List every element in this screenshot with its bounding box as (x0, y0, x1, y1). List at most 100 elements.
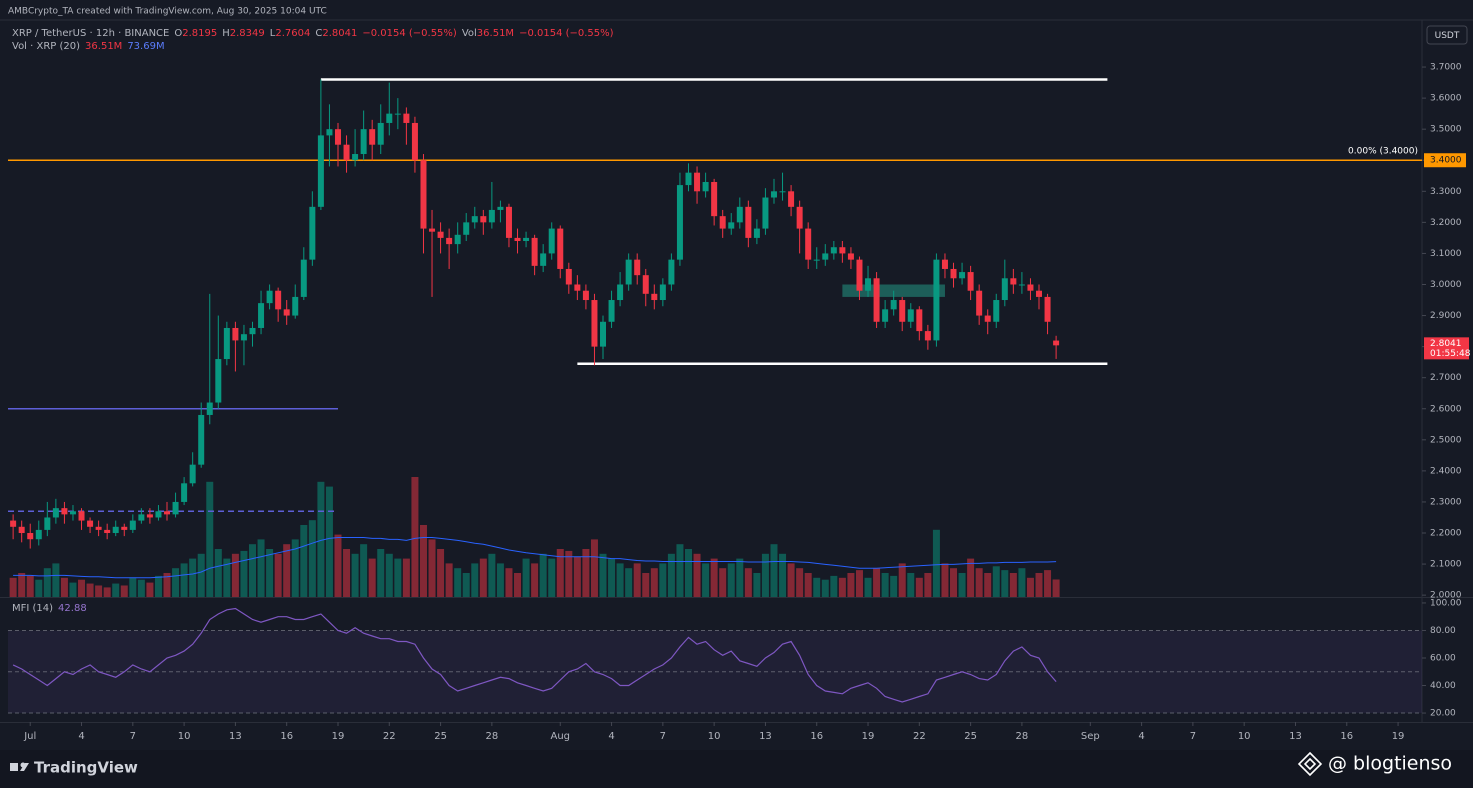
volume-bar (539, 553, 547, 597)
volume-bar (351, 553, 359, 597)
legend-label: MFI (14) (12, 603, 53, 614)
candle-body (258, 303, 265, 328)
volume-bar (411, 477, 419, 597)
volume-bar (1052, 579, 1060, 597)
legend-value: 2.8041 (322, 28, 357, 39)
currency[interactable]: USDT (1435, 31, 1460, 41)
volume-bar (95, 585, 103, 597)
candle-body (728, 222, 735, 229)
volume-bar (967, 558, 975, 597)
candle-body (924, 331, 931, 341)
volume-bar (291, 539, 299, 597)
candle-body (676, 185, 683, 260)
y-tick-label: 2.4000 (1430, 466, 1462, 476)
volume-bar (890, 575, 898, 597)
mfi-tick-label: 20.00 (1430, 709, 1456, 719)
candle-body (377, 122, 384, 145)
candle-body (189, 464, 196, 484)
y-tick-label: 3.5000 (1430, 125, 1462, 135)
candle-body (1001, 278, 1008, 301)
volume-bar (189, 558, 197, 597)
volume-bar (445, 563, 453, 597)
candle-body (651, 293, 658, 301)
legend-value: 36.51M (477, 28, 514, 39)
volume-bar (847, 573, 855, 597)
x-tick-label: 16 (280, 731, 293, 742)
candle-body (967, 272, 974, 291)
volume-bar (992, 566, 1000, 597)
candle-body (232, 327, 239, 341)
candle-body (326, 129, 333, 136)
x-tick-label: 22 (383, 731, 396, 742)
volume-bar (462, 573, 470, 597)
volume-bar (9, 577, 17, 597)
candle-body (608, 300, 615, 322)
price-label-box (1424, 153, 1466, 168)
volume-bar (753, 573, 761, 597)
candle-body (35, 529, 42, 540)
volume-bar (180, 563, 188, 597)
mfi-tick-label: 100.00 (1430, 598, 1462, 608)
candle-body (702, 181, 709, 192)
candle-body (625, 259, 632, 285)
candle-body (411, 122, 418, 161)
legend-value: 2.8195 (182, 28, 217, 39)
candle-body (505, 206, 512, 238)
y-tick-label: 2.0000 (1430, 591, 1462, 601)
volume-bar (548, 558, 556, 597)
volume-bar (522, 558, 530, 597)
watermark-icon (1297, 751, 1323, 777)
volume-bar (625, 568, 633, 597)
x-tick-label: 13 (759, 731, 772, 742)
volume-bar (719, 568, 727, 597)
x-tick-label: 13 (1289, 731, 1302, 742)
candle-body (78, 511, 85, 521)
volume-bar (873, 568, 881, 597)
volume-bar (334, 534, 342, 597)
candle-body (805, 228, 812, 260)
candle-body (993, 300, 1000, 322)
candle-body (10, 520, 17, 527)
candle-body (1036, 290, 1043, 297)
x-tick-label: 19 (862, 731, 875, 742)
volume-bar (855, 570, 863, 597)
candle-body (882, 309, 889, 322)
mfi-legend: MFI (14) 42.88 (12, 603, 87, 614)
candle-body (634, 259, 641, 276)
x-tick-label: 19 (332, 731, 345, 742)
volume-bar (633, 563, 641, 597)
volume-bar (531, 563, 539, 597)
candle-body (856, 259, 863, 291)
candle-body (138, 514, 145, 521)
volume-bar (454, 568, 462, 597)
volume-bar (437, 549, 445, 597)
candle-body (129, 520, 136, 530)
volume-legend: Vol · XRP (20) 36.51M 73.69M (12, 41, 165, 52)
candle-body (454, 234, 461, 245)
volume-bar (214, 549, 222, 597)
candle-body (386, 113, 393, 123)
candle-body (146, 514, 153, 518)
candle-body (779, 191, 786, 193)
candle-body (164, 511, 171, 515)
volume-bar (779, 553, 787, 597)
candle-body (369, 129, 376, 145)
x-tick-label: 7 (130, 731, 136, 742)
candle-body (266, 290, 273, 304)
legend-change: −0.0154 (−0.55%) (519, 28, 614, 39)
currency-box[interactable] (1426, 25, 1468, 45)
candle-body (44, 517, 51, 530)
candle-body (762, 197, 769, 229)
candle-body (959, 272, 966, 279)
volume-ma (13, 537, 1057, 579)
volume-bar (881, 573, 889, 597)
candle-body (540, 253, 547, 266)
candle-body (1044, 296, 1051, 322)
volume-bar (727, 563, 735, 597)
candle-body (403, 113, 410, 123)
candle-body (61, 508, 68, 515)
legend-value: 2.7604 (275, 28, 310, 39)
volume-bar (206, 481, 214, 597)
fib-level-text: 0.00% (3.4000) (1348, 147, 1418, 157)
